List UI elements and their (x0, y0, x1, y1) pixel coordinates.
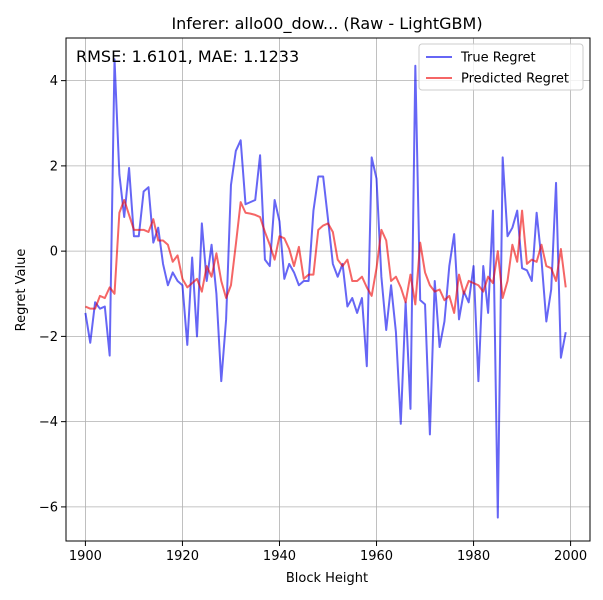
y-axis: −6 −4 −2 0 2 4 (39, 74, 66, 515)
x-tick-label: 1940 (263, 549, 296, 564)
x-tick-label: 1900 (69, 549, 102, 564)
metrics-annotation: RMSE: 1.6101, MAE: 1.1233 (76, 47, 299, 66)
plot-frame (65, 37, 591, 542)
x-tick-label: 1920 (166, 549, 199, 564)
legend-label: True Regret (460, 51, 536, 66)
legend: True Regret Predicted Regret (418, 43, 584, 91)
x-tick-label: 2000 (554, 549, 587, 564)
y-tick-label: −4 (39, 415, 58, 430)
x-axis-label: Block Height (286, 571, 368, 586)
legend-box (418, 43, 584, 91)
legend-label: Predicted Regret (461, 72, 569, 87)
series-layer (84, 58, 567, 519)
y-tick-label: −6 (39, 500, 58, 515)
y-axis-label: Regret Value (14, 249, 29, 332)
series-line-predicted-regret (85, 198, 567, 314)
series-line-true-regret (84, 58, 567, 519)
x-tick-label: 1980 (457, 549, 490, 564)
y-tick-label: 4 (50, 74, 58, 89)
x-axis: 1900 1920 1940 1960 1980 2000 (69, 541, 587, 564)
y-tick-label: −2 (39, 330, 58, 345)
y-tick-label: 2 (50, 159, 58, 174)
chart-title: Inferer: allo00_dow... (Raw - LightGBM) (171, 14, 482, 34)
x-tick-label: 1960 (360, 549, 393, 564)
y-tick-label: 0 (50, 245, 58, 260)
